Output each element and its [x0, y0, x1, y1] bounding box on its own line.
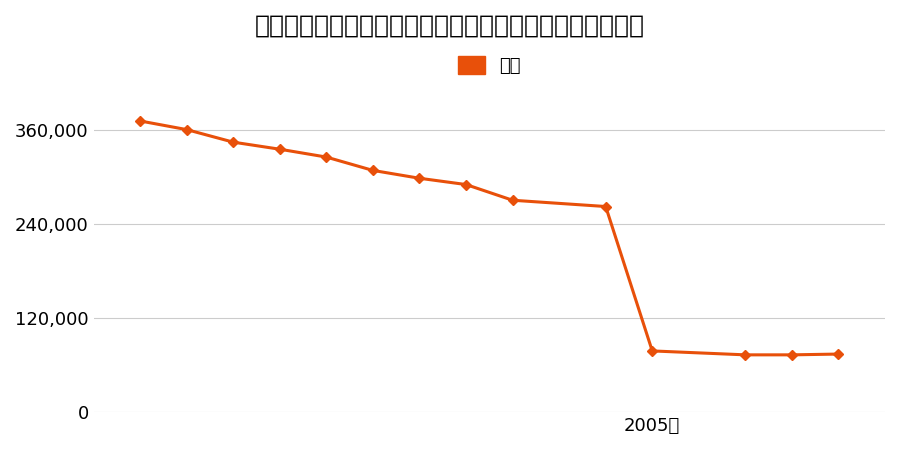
Text: 神奈川県横浜市青葉区青葉台１丁目２１番２２の地価推移: 神奈川県横浜市青葉区青葉台１丁目２１番２２の地価推移: [255, 14, 645, 37]
Legend: 価格: 価格: [451, 49, 528, 82]
